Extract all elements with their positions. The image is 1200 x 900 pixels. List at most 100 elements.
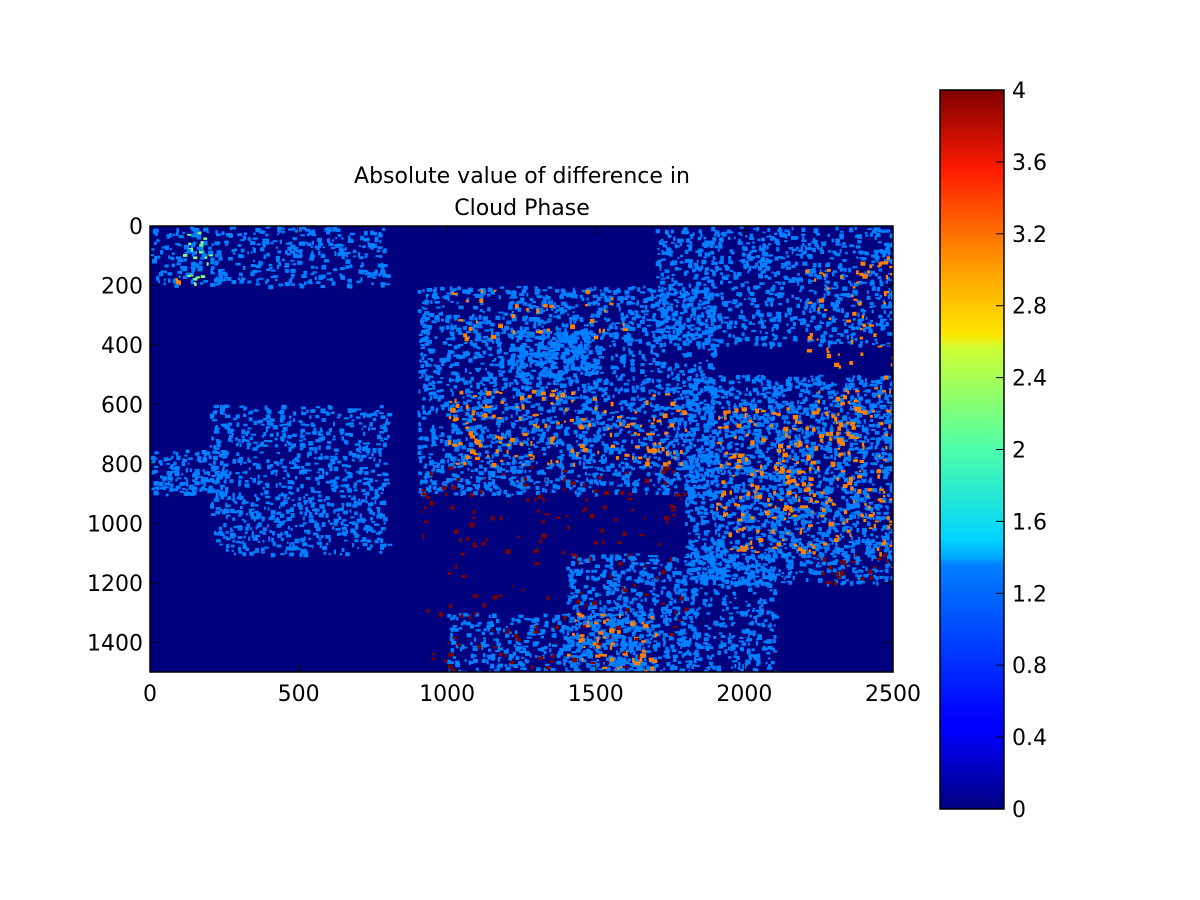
heatmap-cell: [307, 280, 312, 284]
heatmap-cell: [436, 389, 442, 393]
heatmap-cell: [452, 456, 457, 461]
heatmap-cell: [710, 308, 715, 313]
heatmap-cell: [584, 471, 587, 476]
heatmap-cell: [620, 300, 624, 304]
heatmap-cell: [684, 483, 689, 487]
heatmap-cell: [652, 445, 656, 450]
heatmap-cell: [480, 428, 485, 432]
heatmap-cell: [670, 479, 675, 482]
heatmap-cell: [468, 442, 474, 448]
heatmap-cell: [644, 298, 648, 301]
heatmap-cell: [213, 278, 219, 283]
heatmap-cell: [848, 267, 852, 273]
heatmap-cell: [656, 328, 660, 333]
heatmap-cell: [490, 328, 494, 333]
heatmap-cell: [375, 463, 380, 468]
heatmap-cell: [672, 389, 676, 394]
heatmap-cell: [583, 438, 589, 443]
heatmap-cell: [245, 526, 249, 531]
heatmap-cell: [820, 335, 826, 339]
heatmap-cell: [694, 460, 698, 464]
heatmap-cell: [211, 475, 217, 477]
heatmap-cell: [726, 342, 730, 347]
heatmap-cell: [580, 418, 586, 423]
heatmap-cell: [569, 306, 576, 309]
heatmap-cell: [808, 289, 814, 292]
heatmap-cell: [664, 301, 668, 304]
heatmap-cell: [650, 344, 656, 348]
heatmap-cell: [324, 455, 329, 460]
heatmap-cell: [693, 276, 698, 280]
heatmap-cell: [511, 422, 515, 427]
heatmap-cell: [837, 264, 842, 270]
heatmap-cell: [763, 252, 769, 257]
heatmap-cell: [238, 550, 243, 554]
heatmap-cell: [446, 478, 451, 483]
heatmap-cell: [527, 310, 531, 313]
heatmap-cell: [503, 352, 508, 355]
heatmap-cell: [569, 446, 574, 451]
heatmap-cell: [544, 357, 547, 360]
heatmap-cell: [246, 446, 250, 450]
heatmap-cell: [521, 372, 525, 376]
heatmap-cell: [363, 269, 368, 272]
heatmap-cell: [293, 461, 296, 465]
heatmap-cell: [581, 331, 585, 337]
heatmap-cell: [758, 266, 763, 271]
heatmap-cell: [796, 246, 799, 250]
heatmap-cell: [302, 412, 307, 416]
heatmap-cell: [706, 479, 709, 484]
heatmap-cell: [553, 315, 558, 318]
heatmap-cell: [580, 371, 584, 375]
heatmap-cell: [649, 465, 653, 469]
heatmap-cell: [836, 285, 839, 289]
heatmap-cell: [845, 251, 848, 255]
heatmap-cell: [864, 271, 867, 275]
heatmap-cell: [451, 372, 456, 375]
heatmap-cell: [476, 347, 481, 350]
heatmap-cell: [448, 463, 454, 468]
heatmap-cell: [697, 333, 703, 339]
heatmap-cell: [275, 256, 280, 260]
heatmap-cell: [719, 237, 724, 243]
heatmap-cell: [835, 241, 839, 246]
heatmap-cell: [880, 251, 886, 255]
heatmap-cell: [678, 390, 680, 393]
heatmap-cell: [462, 396, 465, 399]
heatmap-cell: [540, 471, 543, 475]
heatmap-cell: [671, 260, 678, 265]
heatmap-cell: [577, 422, 583, 427]
heatmap-cell: [255, 283, 261, 286]
heatmap-cell: [299, 552, 303, 558]
heatmap-cell: [241, 438, 246, 442]
heatmap-cell: [493, 484, 497, 489]
heatmap-cell: [345, 440, 349, 445]
heatmap-cell: [491, 360, 495, 362]
heatmap-cell: [535, 461, 538, 465]
heatmap-cell: [824, 280, 827, 284]
heatmap-cell: [302, 542, 308, 547]
heatmap-cell: [302, 434, 305, 438]
heatmap-cell: [778, 318, 782, 323]
heatmap-cell: [296, 459, 300, 463]
heatmap-cell: [707, 240, 712, 245]
heatmap-cell: [452, 414, 456, 418]
heatmap-cell: [276, 432, 279, 437]
heatmap-cell: [288, 447, 292, 452]
heatmap-cell: [651, 346, 655, 349]
heatmap-cell: [519, 485, 525, 490]
heatmap-cell: [310, 265, 315, 269]
heatmap-cell: [572, 353, 578, 358]
heatmap-cell: [424, 437, 429, 441]
heatmap-cell: [547, 334, 550, 338]
heatmap-cell: [420, 445, 424, 449]
heatmap-cell: [550, 416, 553, 420]
heatmap-cell: [601, 459, 606, 464]
heatmap-cell: [354, 539, 359, 543]
heatmap-cell: [515, 335, 519, 338]
heatmap-cell: [597, 466, 600, 471]
heatmap-cell: [526, 461, 531, 467]
heatmap-cell: [545, 484, 548, 487]
heatmap-cell: [298, 497, 302, 501]
heatmap-cell: [511, 333, 514, 337]
